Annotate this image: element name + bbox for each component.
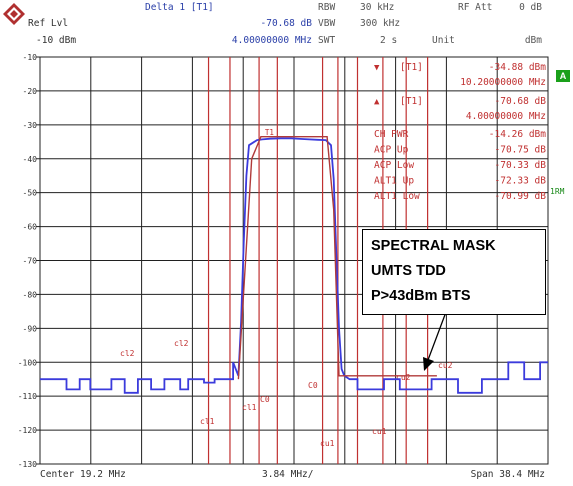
channel-label: cl2	[174, 339, 189, 348]
rbw-value: 30 kHz	[360, 2, 395, 13]
callout-line-3: P>43dBm BTS	[371, 288, 471, 304]
trace-a-badge: A	[556, 70, 570, 82]
y-tick-label: -70	[23, 257, 38, 266]
channel-label: cl1	[200, 417, 215, 426]
unit-label: Unit	[432, 35, 455, 46]
power-label: CH PWR	[374, 129, 409, 140]
y-tick-label: -10	[23, 53, 38, 62]
power-label: ACP Up	[374, 145, 409, 156]
y-tick-label: -120	[18, 426, 37, 435]
delta-marker-label: Delta 1 [T1]	[145, 2, 214, 13]
y-tick-label: -100	[18, 358, 37, 367]
vbw-value: 300 kHz	[360, 18, 401, 29]
power-value: -72.33 dB	[495, 176, 547, 187]
channel-label: C0	[308, 381, 318, 390]
channel-label: cu2	[438, 361, 453, 370]
marker-frequency: 10.20000000 MHz	[460, 77, 546, 88]
power-value: -14.26 dBm	[489, 129, 546, 140]
power-value: -70.33 dB	[495, 160, 547, 171]
marker-value: -70.68 dB	[495, 96, 547, 107]
channel-label: cu1	[320, 439, 335, 448]
vbw-label: VBW	[318, 18, 336, 29]
rbw-label: RBW	[318, 2, 336, 13]
delta-level-value: -70.68 dB	[260, 18, 312, 29]
power-label: ALT1 Low	[374, 191, 420, 202]
channel-label: cl1	[242, 403, 257, 412]
channel-label: cu1	[372, 427, 387, 436]
swt-label: SWT	[318, 35, 336, 46]
trace-mode-label: 1RM	[550, 187, 565, 196]
ref-level-value: -10 dBm	[36, 35, 77, 46]
rf-att-value: 0 dB	[519, 2, 542, 13]
y-tick-label: -80	[23, 290, 38, 299]
y-tick-label: -30	[23, 121, 38, 130]
y-tick-label: -50	[23, 189, 38, 198]
rf-att-label: RF Att	[458, 2, 493, 13]
callout-line-2: UMTS TDD	[371, 263, 446, 279]
ref-level-label: Ref Lvl	[28, 18, 69, 29]
unit-value: dBm	[524, 35, 542, 46]
marker-symbol: ▼	[374, 63, 380, 73]
y-tick-label: -110	[18, 392, 37, 401]
power-label: ALT1 Up	[374, 176, 414, 187]
channel-label: C0	[260, 395, 270, 404]
power-label: ACP Low	[374, 160, 414, 171]
spectral-mask-callout: SPECTRAL MASK UMTS TDD P>43dBm BTS	[362, 229, 546, 315]
x-center-label: Center 19.2 MHz	[40, 469, 126, 480]
x-div-label: 3.84 MHz/	[262, 469, 313, 480]
marker-value: -34.88 dBm	[489, 62, 546, 73]
marker-label: [T1]	[400, 96, 423, 107]
trace-line-2	[237, 135, 437, 380]
x-span-label: Span 38.4 MHz	[471, 469, 545, 480]
delta-freq-value: 4.00000000 MHz	[231, 35, 312, 46]
y-tick-label: -90	[23, 324, 38, 333]
y-tick-label: -60	[23, 223, 38, 232]
power-value: -70.75 dB	[495, 145, 547, 156]
power-value: -70.99 dB	[495, 191, 547, 202]
rohde-schwarz-logo-icon	[3, 3, 25, 25]
y-tick-label: -130	[18, 460, 37, 469]
y-tick-label: -40	[23, 155, 38, 164]
channel-label: cu2	[396, 373, 411, 382]
channel-label: cl2	[120, 349, 135, 358]
y-tick-label: -20	[23, 87, 38, 96]
marker-symbol: ▲	[374, 97, 380, 107]
marker-label: [T1]	[400, 62, 423, 73]
marker-frequency: 4.00000000 MHz	[466, 111, 546, 122]
callout-line-1: SPECTRAL MASK	[371, 238, 496, 254]
swt-value: 2 s	[380, 35, 398, 46]
trace-marker-label: T1	[265, 128, 274, 137]
